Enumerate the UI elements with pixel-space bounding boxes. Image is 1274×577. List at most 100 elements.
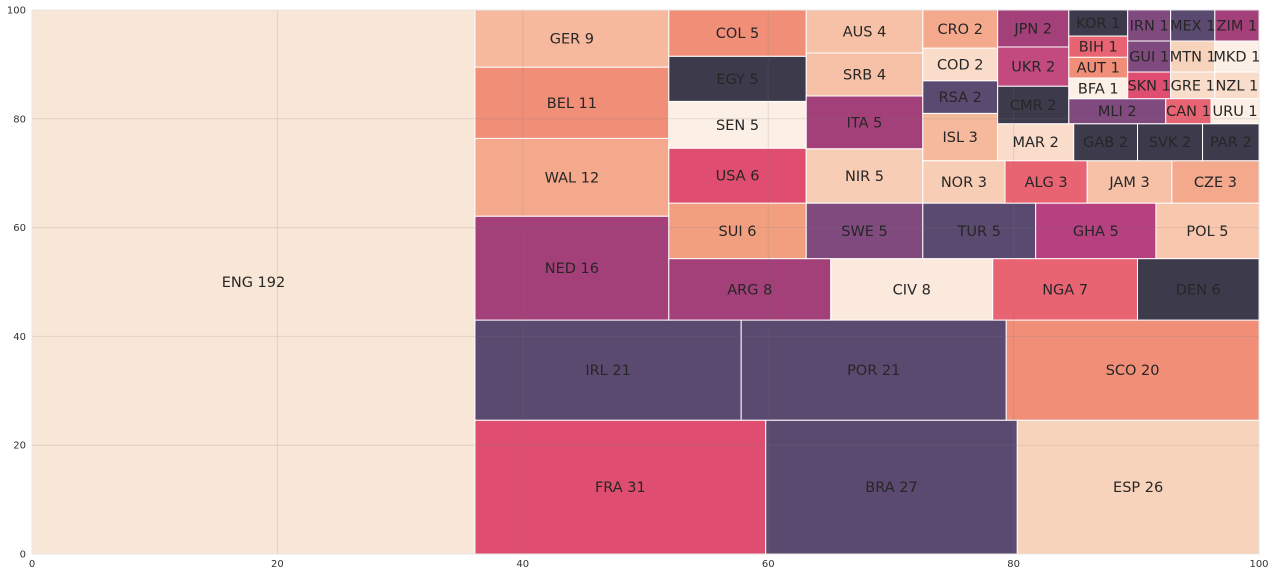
treemap-cell-nir-5 bbox=[805, 148, 924, 204]
treemap-label-kor-1: KOR 1 bbox=[1076, 16, 1120, 32]
treemap-cell-cod-2 bbox=[922, 47, 999, 82]
treemap-cell-gha-5 bbox=[1035, 202, 1157, 260]
treemap-label-bra-27: BRA 27 bbox=[865, 480, 917, 496]
treemap-label-ita-5: ITA 5 bbox=[847, 115, 883, 131]
treemap-cell-ukr-2 bbox=[997, 46, 1070, 87]
treemap-label-mex-1: MEX 1 bbox=[1170, 19, 1215, 35]
treemap-label-egy-5: EGY 5 bbox=[716, 72, 758, 88]
treemap-label-eng-192: ENG 192 bbox=[222, 275, 286, 291]
treemap-cell-kor-1 bbox=[1068, 9, 1129, 37]
treemap-label-esp-26: ESP 26 bbox=[1113, 480, 1163, 496]
treemap-label-zim-1: ZIM 1 bbox=[1217, 19, 1258, 35]
treemap-label-can-1: CAN 1 bbox=[1166, 104, 1211, 120]
treemap-cell-nga-7 bbox=[992, 258, 1139, 321]
treemap-cell-esp-26 bbox=[1016, 419, 1260, 555]
x-tick-label: 60 bbox=[762, 559, 775, 570]
treemap-label-skn-1: SKN 1 bbox=[1127, 78, 1170, 94]
treemap-cell-civ-8 bbox=[830, 258, 994, 321]
treemap-cells bbox=[31, 9, 1260, 555]
treemap-label-uru-1: URU 1 bbox=[1213, 104, 1258, 120]
y-tick-label: 40 bbox=[13, 332, 26, 343]
y-tick-label: 60 bbox=[13, 223, 26, 234]
y-tick-label: 20 bbox=[13, 441, 26, 452]
treemap-cell-uru-1 bbox=[1210, 98, 1260, 125]
x-tick-label: 0 bbox=[29, 559, 35, 570]
treemap-cell-mli-2 bbox=[1068, 98, 1167, 125]
treemap-cell-nzl-1 bbox=[1214, 71, 1260, 100]
treemap-cell-nor-3 bbox=[922, 160, 1006, 204]
treemap-cell-col-5 bbox=[668, 9, 807, 57]
treemap-label-wal-12: WAL 12 bbox=[545, 170, 600, 186]
treemap-label-cod-2: COD 2 bbox=[937, 57, 984, 73]
treemap-cell-usa-6 bbox=[668, 147, 807, 204]
treemap-label-ned-16: NED 16 bbox=[545, 261, 599, 277]
treemap-label-srb-4: SRB 4 bbox=[843, 67, 886, 83]
treemap-label-nzl-1: NZL 1 bbox=[1216, 78, 1259, 94]
treemap-label-jam-3: JAM 3 bbox=[1108, 175, 1149, 191]
treemap-label-sui-6: SUI 6 bbox=[719, 224, 757, 240]
treemap-label-bih-1: BIH 1 bbox=[1079, 40, 1118, 56]
treemap-label-ger-9: GER 9 bbox=[550, 32, 594, 48]
treemap-label-civ-8: CIV 8 bbox=[893, 282, 931, 298]
y-tick-label: 80 bbox=[13, 114, 26, 125]
treemap-cell-mkd-1 bbox=[1214, 40, 1260, 73]
treemap-label-irl-21: IRL 21 bbox=[585, 363, 631, 379]
treemap-cell-ita-5 bbox=[805, 95, 924, 150]
treemap-cell-mtn-1 bbox=[1170, 40, 1216, 73]
treemap-cell-cmr-2 bbox=[997, 85, 1070, 125]
treemap-label-aus-4: AUS 4 bbox=[843, 24, 887, 40]
treemap-label-pol-5: POL 5 bbox=[1186, 224, 1228, 240]
treemap-label-svk-2: SVK 2 bbox=[1149, 135, 1191, 151]
treemap-label-alg-3: ALG 3 bbox=[1025, 175, 1068, 191]
treemap-label-tur-5: TUR 5 bbox=[957, 224, 1001, 240]
treemap-label-mkd-1: MKD 1 bbox=[1213, 50, 1260, 66]
treemap-cell-jam-3 bbox=[1086, 160, 1173, 204]
treemap-label-nga-7: NGA 7 bbox=[1042, 282, 1088, 298]
x-tick-label: 40 bbox=[516, 559, 529, 570]
treemap-cell-alg-3 bbox=[1004, 160, 1088, 204]
treemap-cell-svk-2 bbox=[1137, 123, 1204, 162]
treemap-label-usa-6: USA 6 bbox=[716, 169, 760, 185]
treemap-cell-aus-4 bbox=[805, 9, 924, 54]
treemap-cell-cro-2 bbox=[922, 9, 999, 49]
treemap-label-fra-31: FRA 31 bbox=[595, 480, 646, 496]
treemap-label-nir-5: NIR 5 bbox=[845, 169, 884, 185]
treemap-cell-egy-5 bbox=[668, 55, 807, 102]
treemap-label-den-6: DEN 6 bbox=[1176, 282, 1221, 298]
treemap-label-gha-5: GHA 5 bbox=[1073, 224, 1119, 240]
x-tick-label: 80 bbox=[1007, 559, 1020, 570]
y-tick-label: 0 bbox=[20, 550, 26, 561]
treemap-cell-den-6 bbox=[1137, 258, 1260, 321]
treemap-label-swe-5: SWE 5 bbox=[841, 224, 888, 240]
treemap-cell-bel-11 bbox=[474, 66, 670, 139]
treemap-label-cro-2: CRO 2 bbox=[937, 22, 982, 38]
treemap-label-sco-20: SCO 20 bbox=[1106, 363, 1160, 379]
treemap-cell-sui-6 bbox=[668, 202, 807, 260]
treemap-label-arg-8: ARG 8 bbox=[727, 282, 772, 298]
treemap-label-gui-1: GUI 1 bbox=[1129, 50, 1169, 66]
treemap-label-gre-1: GRE 1 bbox=[1171, 78, 1215, 94]
treemap-label-nor-3: NOR 3 bbox=[941, 175, 987, 191]
treemap-label-aut-1: AUT 1 bbox=[1077, 61, 1120, 77]
treemap-label-isl-3: ISL 3 bbox=[943, 130, 978, 146]
treemap-label-ukr-2: UKR 2 bbox=[1011, 60, 1055, 76]
treemap-cell-mex-1 bbox=[1170, 9, 1216, 42]
treemap-cell-par-2 bbox=[1202, 123, 1260, 162]
treemap-cell-ger-9 bbox=[474, 9, 670, 68]
treemap-cell-cze-3 bbox=[1171, 160, 1260, 204]
treemap-cell-gre-1 bbox=[1170, 71, 1216, 100]
treemap-label-par-2: PAR 2 bbox=[1210, 135, 1252, 151]
treemap-cell-irl-21 bbox=[474, 319, 742, 421]
treemap-label-bel-11: BEL 11 bbox=[547, 96, 597, 112]
treemap-cell-arg-8 bbox=[668, 258, 832, 321]
grid-overlay bbox=[31, 9, 1260, 555]
treemap-cell-eng-192 bbox=[31, 9, 476, 555]
treemap-cell-sco-20 bbox=[1005, 319, 1260, 421]
treemap-label-cze-3: CZE 3 bbox=[1194, 175, 1237, 191]
treemap-label-rsa-2: RSA 2 bbox=[939, 90, 982, 106]
treemap-cell-gui-1 bbox=[1127, 40, 1172, 73]
y-tick-label: 100 bbox=[7, 6, 26, 17]
y-axis-ticks: 0 20 40 60 80 100 bbox=[7, 6, 26, 561]
treemap-label-jpn-2: JPN 2 bbox=[1013, 21, 1052, 37]
treemap-label-mli-2: MLI 2 bbox=[1098, 104, 1137, 120]
